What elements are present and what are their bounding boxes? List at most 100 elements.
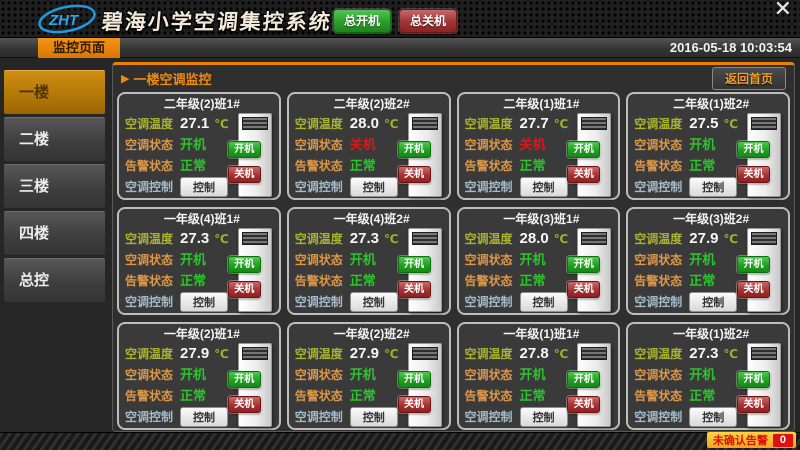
alarm-value: 正常 [349, 388, 376, 403]
status-label: 空调状态 [294, 253, 343, 267]
control-button[interactable]: 控制 [349, 176, 398, 197]
alarm-value: 正常 [519, 273, 546, 288]
control-button[interactable]: 控制 [180, 291, 229, 312]
arrow-icon: ▶ [121, 72, 130, 85]
temperature-label: 空调温度 [125, 347, 174, 361]
unit-name: 一年级(3)班1# [503, 212, 580, 226]
svg-text:ZHT: ZHT [48, 12, 80, 29]
unit-off-button[interactable]: 关机 [737, 396, 770, 413]
ac-grille [751, 117, 777, 130]
sidebar-item-二楼[interactable]: 二楼 [4, 117, 105, 161]
close-icon[interactable]: ✕ [773, 0, 792, 21]
control-button[interactable]: 控制 [689, 176, 738, 197]
unit-off-button[interactable]: 关机 [397, 281, 431, 298]
unit-on-button[interactable]: 开机 [397, 141, 431, 158]
unit-off-button[interactable]: 关机 [567, 281, 601, 298]
ac-cabinet-image: 开机 关机 [567, 343, 612, 427]
status-label: 空调状态 [464, 138, 513, 152]
unit-off-button[interactable]: 关机 [397, 396, 431, 413]
unit-name: 一年级(4)班2# [333, 212, 410, 226]
unit-on-button[interactable]: 开机 [397, 256, 431, 273]
status-label: 空调状态 [294, 138, 343, 152]
temperature-label: 空调温度 [294, 117, 343, 131]
control-button[interactable]: 控制 [519, 176, 568, 197]
alarm-row: 告警状态 正常 [465, 270, 619, 291]
unit-on-button[interactable]: 开机 [227, 371, 261, 388]
control-button[interactable]: 控制 [349, 406, 398, 427]
temperature-row: 空调温度 27.1 ℃ [125, 113, 279, 134]
unit-off-button[interactable]: 关机 [227, 166, 261, 183]
ac-cabinet-image: 开机 关机 [397, 343, 442, 427]
celsius-unit: ℃ [214, 347, 229, 361]
unit-on-button[interactable]: 开机 [737, 141, 770, 158]
unit-off-button[interactable]: 关机 [397, 166, 431, 183]
alarm-label: 告警状态 [125, 274, 174, 288]
unit-name: 一年级(1)班1# [503, 327, 580, 341]
unit-off-button[interactable]: 关机 [567, 396, 601, 413]
unconfirmed-alarm-badge[interactable]: 未确认告警 0 [706, 432, 796, 448]
alarm-value: 正常 [349, 158, 376, 173]
temperature-row: 空调温度 27.9 ℃ [125, 343, 279, 364]
temperature-value: 27.1 [180, 115, 210, 132]
unit-off-button[interactable]: 关机 [567, 166, 601, 183]
control-button[interactable]: 控制 [519, 406, 568, 427]
unit-on-button[interactable]: 开机 [567, 371, 601, 388]
celsius-unit: ℃ [723, 232, 738, 246]
master-off-button[interactable]: 总关机 [399, 9, 457, 33]
control-row: 空调控制 控制 [465, 176, 619, 197]
sidebar-item-一楼[interactable]: 一楼 [4, 70, 105, 114]
unit-name: 一年级(2)班1# [163, 327, 240, 341]
unit-name: 二年级(2)班1# [163, 97, 240, 111]
unit-on-button[interactable]: 开机 [397, 371, 431, 388]
control-row: 空调控制 控制 [465, 406, 619, 427]
celsius-unit: ℃ [214, 117, 229, 131]
unit-on-button[interactable]: 开机 [737, 371, 770, 388]
unit-off-button[interactable]: 关机 [737, 281, 770, 298]
control-button[interactable]: 控制 [349, 291, 398, 312]
unit-on-button[interactable]: 开机 [737, 256, 770, 273]
status-row: 空调状态 关机 [465, 134, 619, 155]
status-row: 空调状态 开机 [295, 364, 449, 385]
control-button[interactable]: 控制 [519, 291, 568, 312]
alarm-row: 告警状态 正常 [465, 385, 619, 406]
control-row: 空调控制 控制 [634, 176, 788, 197]
unit-off-button[interactable]: 关机 [737, 166, 770, 183]
ac-unit-card: 二年级(2)班1# 空调温度 27.1 ℃ 空调状态 开机 告警状态 正常 空调控制 控制… [117, 92, 281, 200]
ac-cabinet-image: 开机 关机 [397, 228, 442, 312]
control-row: 空调控制 控制 [295, 406, 449, 427]
control-button[interactable]: 控制 [180, 176, 229, 197]
ac-unit-card: 一年级(4)班1# 空调温度 27.3 ℃ 空调状态 开机 告警状态 正常 空调控制 控制… [117, 207, 281, 315]
control-row: 空调控制 控制 [125, 291, 279, 312]
back-home-button[interactable]: 返回首页 [711, 66, 786, 90]
master-on-button[interactable]: 总开机 [333, 9, 391, 33]
control-button[interactable]: 控制 [689, 291, 738, 312]
alarm-label: 告警状态 [464, 274, 513, 288]
unit-on-button[interactable]: 开机 [567, 141, 601, 158]
ac-unit-card: 一年级(2)班1# 空调温度 27.9 ℃ 空调状态 开机 告警状态 正常 空调控制 控制… [117, 322, 281, 430]
alarm-label: 告警状态 [294, 389, 343, 403]
sidebar-item-总控[interactable]: 总控 [4, 258, 105, 302]
unit-off-button[interactable]: 关机 [227, 281, 261, 298]
control-button[interactable]: 控制 [689, 406, 738, 427]
status-label: 空调状态 [464, 368, 513, 382]
temperature-label: 空调温度 [464, 117, 513, 131]
unit-on-button[interactable]: 开机 [227, 256, 261, 273]
alarm-value: 正常 [180, 273, 207, 288]
unit-on-button[interactable]: 开机 [567, 256, 601, 273]
alarm-label: 告警状态 [294, 274, 343, 288]
ac-cabinet-image: 开机 关机 [737, 228, 781, 312]
zht-logo-icon: ZHT [38, 4, 96, 34]
unit-off-button[interactable]: 关机 [227, 396, 261, 413]
status-label: 空调状态 [464, 253, 513, 267]
status-value: 关机 [349, 137, 376, 152]
status-label: 空调状态 [634, 253, 683, 267]
unit-on-button[interactable]: 开机 [227, 141, 261, 158]
control-button[interactable]: 控制 [180, 406, 229, 427]
sidebar-item-四楼[interactable]: 四楼 [4, 211, 105, 255]
alarm-label: 告警状态 [125, 389, 174, 403]
status-row: 空调状态 开机 [634, 134, 788, 155]
status-row: 空调状态 开机 [125, 364, 279, 385]
control-row: 空调控制 控制 [125, 176, 279, 197]
sidebar-item-三楼[interactable]: 三楼 [4, 164, 105, 208]
tab-monitor-page[interactable]: 监控页面 [38, 38, 121, 58]
